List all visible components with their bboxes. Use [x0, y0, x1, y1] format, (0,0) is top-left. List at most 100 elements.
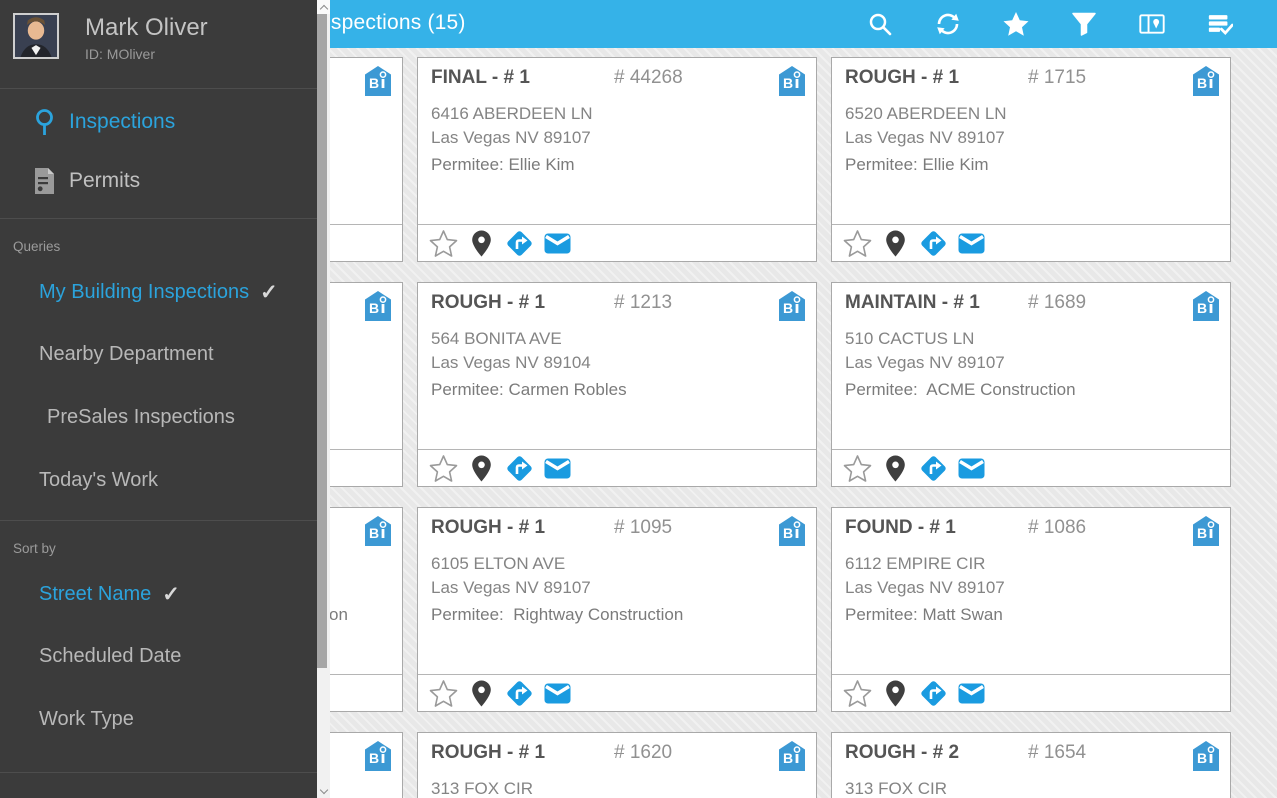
map-pin-icon[interactable] [467, 229, 496, 258]
check-icon: ✓ [162, 583, 180, 606]
filter-icon[interactable] [1071, 11, 1097, 37]
inspection-number: # 44268 [614, 67, 683, 88]
map-pin-icon[interactable] [881, 229, 910, 258]
favorite-star-icon[interactable] [843, 679, 872, 708]
user-name: Mark Oliver [85, 14, 208, 41]
scrollbar-down-button[interactable] [317, 784, 330, 798]
inspection-type-label: FINAL - # 1 [431, 67, 530, 88]
inspection-type-label: ROUGH - # 1 [431, 742, 546, 763]
card-grid: B [0, 48, 1277, 798]
svg-text:B: B [369, 75, 379, 91]
map-pin-icon[interactable] [881, 454, 910, 483]
map-view-icon[interactable] [1139, 11, 1165, 37]
sidebar-item-inspections[interactable]: Inspections [0, 103, 317, 141]
query-item-nearby-department[interactable]: Nearby Department [39, 343, 214, 365]
directions-icon[interactable] [505, 229, 534, 258]
map-pin-icon[interactable] [467, 454, 496, 483]
permitee-label: Permitee: Ellie Kim [845, 155, 989, 174]
card-action-bar [832, 674, 1230, 711]
address-line-2: Las Vegas NV 89107 [431, 127, 591, 147]
svg-text:B: B [1197, 75, 1207, 91]
svg-text:B: B [1197, 525, 1207, 541]
sync-icon[interactable] [935, 11, 961, 37]
address-line-1: 6105 ELTON AVE [431, 554, 566, 573]
sort-item-street-name[interactable]: Street Name ✓ [39, 583, 180, 606]
favorites-star-icon[interactable] [1003, 11, 1029, 37]
inspection-number: # 1095 [614, 517, 673, 538]
favorite-star-icon[interactable] [429, 229, 458, 258]
inspection-card[interactable]: ROUGH - # 1 # 1095 B 6105 ELTON AVE Las … [417, 507, 817, 712]
scrollbar-up-button[interactable] [317, 0, 330, 14]
sidebar-item-label: Permits [69, 169, 141, 192]
building-inspection-badge-icon: B [779, 516, 805, 546]
map-pin-icon[interactable] [881, 679, 910, 708]
permitee-fragment: on [329, 605, 348, 624]
building-inspection-badge-icon: B [779, 741, 805, 771]
sort-item-scheduled-date[interactable]: Scheduled Date [39, 645, 182, 667]
address-line-1: 510 CACTUS LN [845, 329, 975, 348]
favorite-star-icon[interactable] [429, 679, 458, 708]
address-line-1: 6112 EMPIRE CIR [845, 554, 986, 573]
directions-icon[interactable] [505, 454, 534, 483]
building-inspection-badge-icon: B [365, 291, 391, 321]
map-pin-icon [36, 109, 53, 135]
email-icon[interactable] [543, 454, 572, 483]
check-icon: ✓ [260, 281, 278, 304]
address-line-1: 313 FOX CIR [845, 779, 948, 798]
directions-icon[interactable] [505, 679, 534, 708]
directions-icon[interactable] [919, 454, 948, 483]
email-icon[interactable] [957, 229, 986, 258]
svg-text:B: B [369, 525, 379, 541]
scrollbar-thumb[interactable] [317, 14, 327, 668]
inspection-card[interactable]: ROUGH - # 1 # 1715 B 6520 ABERDEEN LN La… [831, 57, 1231, 262]
inspection-type-label: ROUGH - # 1 [431, 517, 546, 538]
inspection-card[interactable]: ROUGH - # 1 # 1620 B 313 FOX CIR [417, 732, 817, 798]
svg-text:B: B [369, 750, 379, 766]
query-item-presales-inspections[interactable]: PreSales Inspections [47, 406, 235, 428]
inspection-card[interactable]: MAINTAIN - # 1 # 1689 B 510 CACTUS LN La… [831, 282, 1231, 487]
inspection-address: 313 FOX CIR [845, 777, 947, 798]
email-icon[interactable] [543, 229, 572, 258]
inspection-type-label: ROUGH - # 2 [845, 742, 960, 763]
inspection-type-label: MAINTAIN - # 1 [845, 292, 980, 313]
inspection-card[interactable]: ROUGH - # 2 # 1654 B 313 FOX CIR [831, 732, 1231, 798]
search-icon[interactable] [867, 11, 893, 37]
inspection-card[interactable]: ROUGH - # 1 # 1213 B 564 BONITA AVE Las … [417, 282, 817, 487]
building-inspection-badge-icon: B [779, 291, 805, 321]
address-line-1: 6520 ABERDEEN LN [845, 104, 1007, 123]
inspection-address: 564 BONITA AVE Las Vegas NV 89104 [431, 327, 591, 374]
inspection-address: 6105 ELTON AVE Las Vegas NV 89107 [431, 552, 591, 599]
email-icon[interactable] [957, 454, 986, 483]
map-pin-icon[interactable] [467, 679, 496, 708]
inspection-type-label: ROUGH - # 1 [431, 292, 546, 313]
inspection-card[interactable]: FINAL - # 1 # 44268 B 6416 ABERDEEN LN L… [417, 57, 817, 262]
sidebar-item-permits[interactable]: Permits [0, 162, 317, 200]
building-inspection-badge-icon: B [1193, 516, 1219, 546]
address-line-2: Las Vegas NV 89104 [431, 352, 591, 372]
query-item-todays-work[interactable]: Today's Work [39, 469, 159, 491]
permitee-label: Permitee: Rightway Construction [431, 605, 684, 624]
svg-text:B: B [783, 525, 793, 541]
divider [0, 218, 317, 219]
user-id: ID: MOliver [85, 46, 155, 62]
divider [0, 520, 317, 521]
favorite-star-icon[interactable] [843, 229, 872, 258]
building-inspection-badge-icon: B [779, 66, 805, 96]
inspection-type-label: ROUGH - # 1 [845, 67, 960, 88]
directions-icon[interactable] [919, 229, 948, 258]
email-icon[interactable] [543, 679, 572, 708]
inspection-card[interactable]: FOUND - # 1 # 1086 B 6112 EMPIRE CIR Las… [831, 507, 1231, 712]
card-action-bar [418, 224, 816, 261]
favorite-star-icon[interactable] [843, 454, 872, 483]
query-item-my-building-inspections[interactable]: My Building Inspections ✓ [39, 281, 278, 304]
page-title: Inspections (15) [313, 11, 466, 34]
sort-item-work-type[interactable]: Work Type [39, 708, 134, 730]
favorite-star-icon[interactable] [429, 454, 458, 483]
directions-icon[interactable] [919, 679, 948, 708]
card-action-bar [832, 449, 1230, 486]
email-icon[interactable] [957, 679, 986, 708]
task-list-check-icon[interactable] [1207, 11, 1233, 37]
sort-section-label: Sort by [13, 541, 56, 556]
inspection-number: # 1654 [1028, 742, 1087, 763]
